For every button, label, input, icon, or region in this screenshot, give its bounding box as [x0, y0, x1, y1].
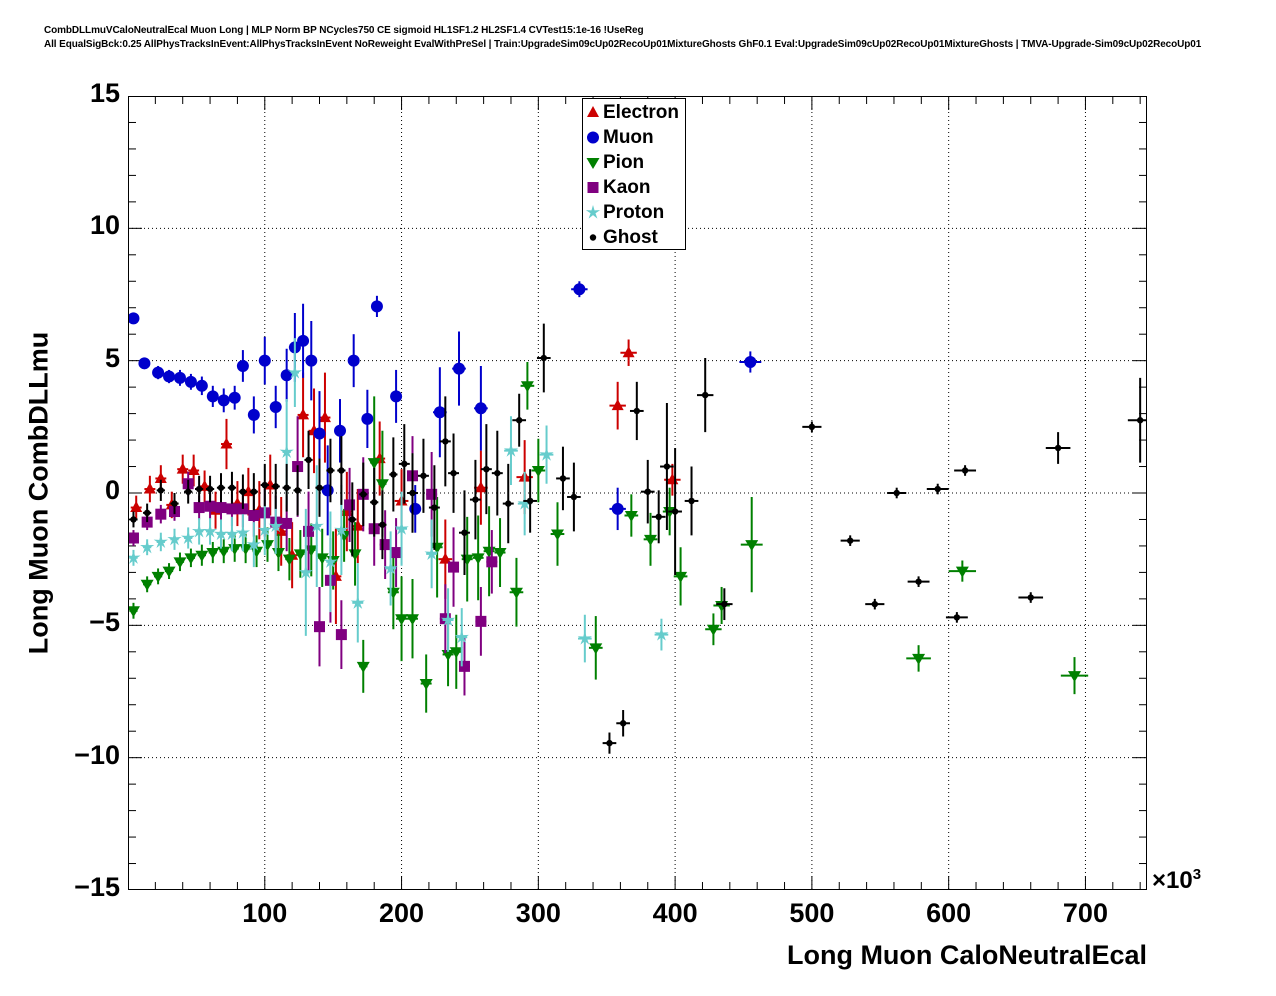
axis-ticks	[128, 96, 1147, 890]
x-axis-exponent: ×103	[1152, 866, 1201, 895]
series-electron	[130, 339, 681, 625]
triangle-down-icon	[583, 150, 603, 175]
x-tick-label: 700	[1062, 898, 1108, 928]
series-pion	[128, 361, 1089, 713]
legend-item-label: Electron	[603, 102, 680, 123]
legend-item-label: Muon	[603, 127, 654, 148]
y-tick-label-text: 5	[104, 342, 120, 373]
legend-item-label: Pion	[603, 152, 645, 173]
x-tick-label: 600	[926, 898, 972, 928]
header-line-2: All EqualSigBck:0.25 AllPhysTracksInEven…	[44, 39, 1202, 50]
y-axis-title: Long Muon CombDLLmu	[22, 96, 56, 890]
legend-item-kaon[interactable]: Kaon	[583, 175, 685, 200]
star-icon	[583, 200, 603, 225]
y-tick-label-text: −5	[89, 607, 120, 638]
legend-item-pion[interactable]: Pion	[583, 150, 685, 175]
legend-item-proton[interactable]: Proton	[583, 200, 685, 225]
x-tick-label: 200	[379, 898, 425, 928]
x-tick-label: 100	[242, 898, 288, 928]
y-tick-label-text: −15	[74, 872, 120, 902]
series-ghost	[129, 323, 1147, 754]
legend-item-muon[interactable]: Muon	[583, 125, 685, 150]
legend-item-electron[interactable]: Electron	[583, 100, 685, 125]
series-muon	[128, 281, 762, 536]
legend-item-label: Proton	[603, 202, 665, 223]
legend-item-ghost[interactable]: Ghost	[583, 225, 685, 250]
y-tick-label-text: 15	[89, 78, 120, 108]
square-icon	[583, 175, 603, 200]
y-axis-title-text: Long Muon CombDLLmu	[23, 331, 54, 655]
data-points-layer	[128, 281, 1147, 754]
y-tick-label-text: −10	[74, 739, 120, 770]
x-tick-label: 300	[515, 898, 561, 928]
scatter-plot-canvas	[128, 96, 1147, 890]
circle-icon	[583, 125, 603, 150]
header-line-1: CombDLLmuVCaloNeutralEcal Muon Long | ML…	[44, 25, 644, 36]
y-tick-label-text: 10	[89, 210, 120, 241]
dot-icon	[583, 225, 603, 250]
x-axis-exponent-prefix: ×10	[1152, 867, 1193, 894]
triangle-up-icon	[583, 100, 603, 125]
legend: Electron Muon Pion Kaon Proton Ghost	[582, 98, 686, 250]
x-axis-exponent-power: 3	[1192, 866, 1202, 883]
legend-item-label: Kaon	[603, 177, 651, 198]
x-tick-label: 400	[652, 898, 698, 928]
x-tick-label: 500	[789, 898, 835, 928]
legend-item-label: Ghost	[603, 227, 658, 248]
y-tick-label-text: 0	[104, 475, 120, 505]
plot-frame-border	[128, 96, 1147, 890]
x-axis-title: Long Muon CaloNeutralEcal	[786, 940, 1147, 970]
